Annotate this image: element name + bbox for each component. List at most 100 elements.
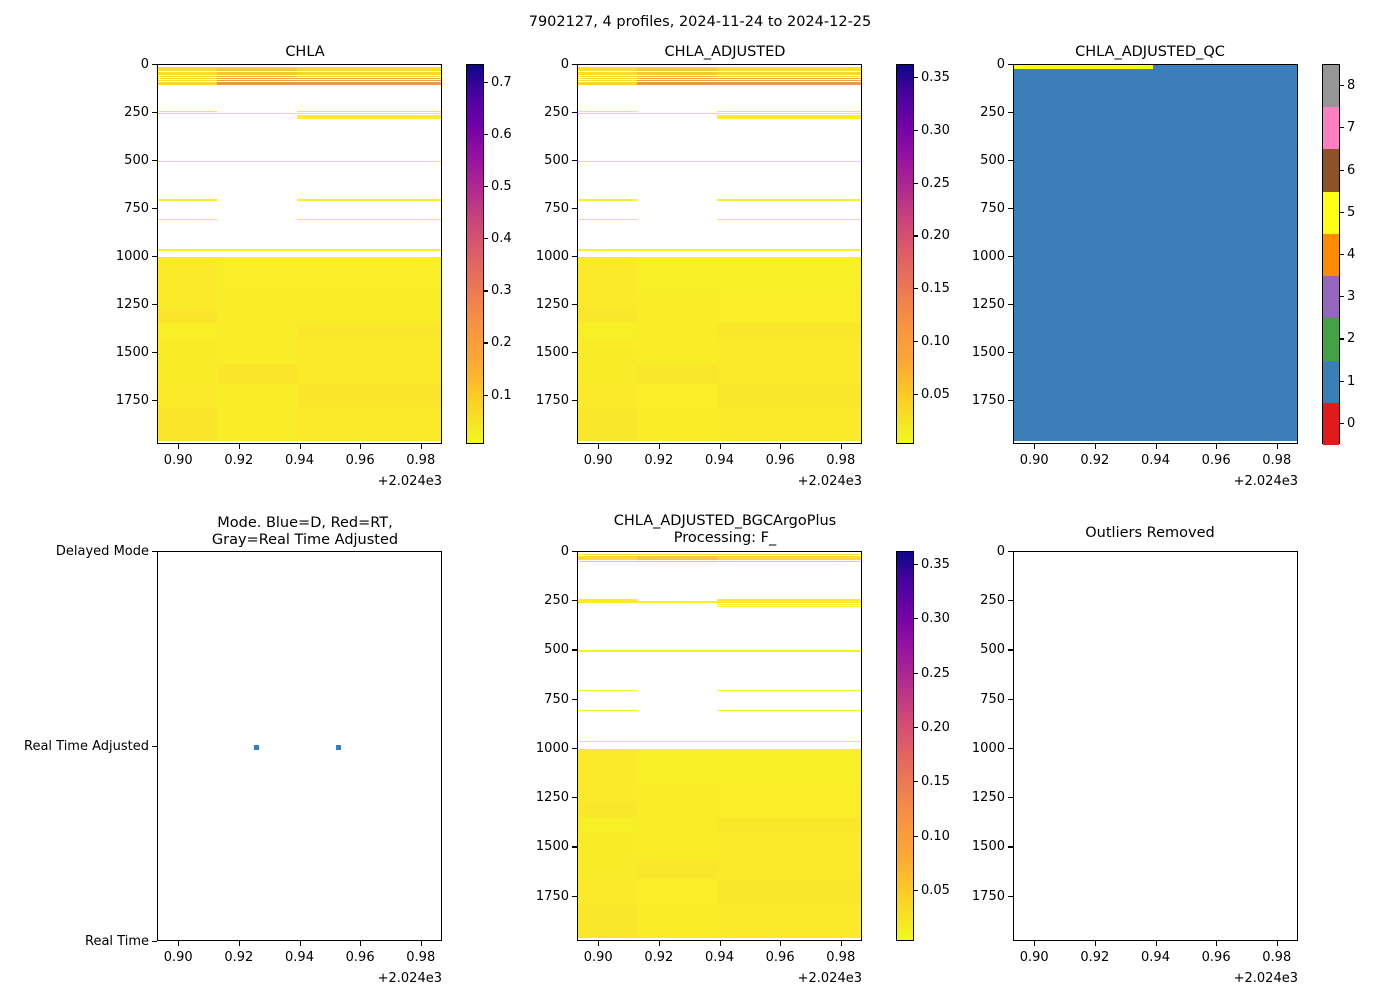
heatmap-cell — [799, 601, 861, 603]
x-axis-offset-label: +2.024e3 — [1233, 971, 1298, 986]
heatmap-cell — [297, 308, 380, 324]
chla-colorbar[interactable] — [466, 64, 484, 444]
y-axis-tick-label: 1750 — [971, 888, 1005, 904]
y-axis-tick — [572, 111, 577, 114]
panel-bgcargoplus-title: CHLA_ADJUSTED_BGCArgoPlus Processing: F_ — [613, 513, 837, 546]
panel-chla-title: CHLA — [285, 44, 325, 60]
x-axis-tick — [360, 444, 362, 449]
y-axis-tick-label: 250 — [980, 593, 1005, 609]
heatmap-cell — [297, 111, 380, 113]
heatmap-cell — [637, 406, 718, 442]
colorbar-tick — [914, 726, 918, 729]
qc-region-flag-5 — [1014, 65, 1154, 70]
heatmap-cell — [379, 337, 441, 365]
x-axis-tick — [238, 941, 240, 946]
colorbar-tick — [914, 129, 918, 131]
heatmap-cell — [158, 68, 218, 70]
axes-outliers-removed[interactable] — [1013, 551, 1298, 941]
heatmap-cell — [158, 199, 218, 201]
y-axis-tick — [1008, 351, 1013, 353]
heatmap-cell — [799, 323, 861, 338]
y-axis-tick-label: 1750 — [535, 888, 569, 904]
heatmap-cell — [578, 160, 638, 163]
colorbar-tick-label: 0.4 — [491, 231, 512, 247]
axes-mode[interactable] — [157, 551, 442, 941]
heatmap-cell — [637, 558, 718, 561]
qc-colorbar-segment — [1323, 191, 1339, 234]
heatmap-cell — [637, 75, 718, 78]
heatmap-cell — [799, 878, 861, 903]
colorbar-tick — [914, 341, 918, 343]
qc-colorbar-tick — [1340, 127, 1344, 129]
x-axis-tick — [719, 941, 721, 946]
y-axis-tick — [572, 895, 577, 897]
colorbar-tick — [484, 186, 488, 188]
heatmap-cell — [217, 323, 298, 338]
y-axis-tick-label: 0 — [996, 544, 1005, 559]
y-axis-tick — [572, 303, 577, 305]
heatmap-cell — [217, 337, 298, 365]
axes-chla[interactable] — [157, 64, 442, 444]
axes-bgcargoplus[interactable] — [577, 551, 862, 941]
y-axis-tick-label: 1500 — [535, 839, 569, 855]
y-axis-tick — [572, 64, 577, 66]
chla-adjusted-colorbar-gradient — [897, 65, 913, 443]
heatmap-cell — [297, 256, 380, 292]
y-axis-tick-label: 0 — [996, 57, 1005, 72]
heatmap-cell — [717, 383, 800, 407]
axes-chla-adjusted-qc[interactable] — [1013, 64, 1298, 444]
heatmap-cell — [578, 308, 638, 324]
heatmap-cell — [158, 323, 218, 338]
y-axis-tick — [572, 159, 577, 162]
heatmap-cell — [799, 79, 861, 81]
qc-colorbar-tick-label: 3 — [1347, 289, 1356, 305]
heatmap-cell — [637, 71, 718, 73]
heatmap-cell — [637, 77, 718, 80]
y-axis-tick-label: 250 — [980, 104, 1005, 120]
y-axis-tick — [152, 399, 157, 401]
colorbar-tick-label: 0.2 — [491, 335, 512, 351]
colorbar-tick-label: 0.25 — [921, 665, 950, 681]
colorbar-tick-label: 0.05 — [921, 387, 950, 403]
colorbar-tick — [484, 290, 488, 292]
heatmap-cell — [217, 249, 298, 251]
heatmap-cell — [158, 383, 218, 407]
bgcargoplus-colorbar[interactable] — [896, 551, 914, 941]
heatmap-cell — [637, 73, 718, 75]
heatmap-cell — [379, 71, 441, 73]
heatmap-cell — [217, 68, 298, 70]
heatmap-cell — [578, 73, 638, 75]
heatmap-cell — [379, 111, 441, 113]
y-axis-tick-label: 1000 — [535, 740, 569, 756]
heatmap-cell — [637, 553, 718, 556]
heatmap-cell — [717, 69, 800, 72]
y-axis-tick-label: 500 — [544, 642, 569, 658]
y-axis-tick — [152, 111, 157, 114]
heatmap-cell — [578, 75, 638, 78]
y-axis-tick-label: 1500 — [535, 344, 569, 360]
x-axis-tick-label: 0.90 — [163, 453, 193, 468]
y-axis-tick-label: 500 — [124, 152, 149, 168]
heatmap-cell — [717, 68, 800, 70]
qc-colorbar-segment — [1323, 402, 1339, 445]
y-axis-tick-label: 500 — [980, 152, 1005, 168]
qc-colorbar-segment — [1323, 318, 1339, 361]
qc-colorbar[interactable] — [1322, 64, 1340, 445]
x-axis-tick-label: 0.94 — [1141, 453, 1170, 468]
heatmap-cell — [297, 69, 380, 72]
heatmap-cell — [717, 73, 800, 75]
axes-chla-adjusted[interactable] — [577, 64, 862, 444]
heatmap-cell — [158, 79, 218, 81]
heatmap-cell — [717, 111, 800, 113]
heatmap-cell — [799, 308, 861, 324]
heatmap-cell — [578, 199, 638, 201]
y-axis-tick — [572, 846, 577, 848]
x-axis-tick-label: 0.90 — [1019, 950, 1049, 965]
heatmap-cell — [578, 68, 638, 70]
chla-adjusted-colorbar[interactable] — [896, 64, 914, 444]
qc-region-flag-1 — [1014, 65, 1297, 442]
heatmap-cell — [799, 902, 861, 939]
x-axis-tick-label: 0.96 — [765, 950, 795, 965]
panel-chla-adjusted-qc: CHLA_ADJUSTED_QC — [1000, 44, 1300, 464]
heatmap-cell — [297, 364, 380, 384]
